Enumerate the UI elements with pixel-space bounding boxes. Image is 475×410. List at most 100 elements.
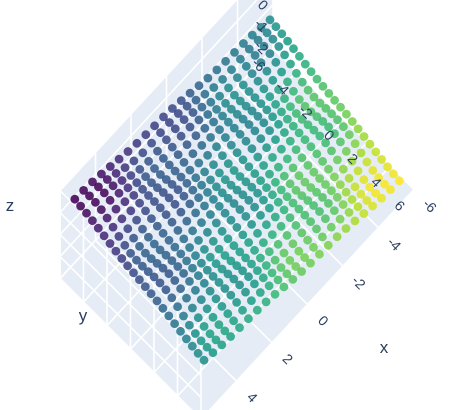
data-point bbox=[170, 124, 180, 134]
data-point bbox=[194, 193, 204, 203]
data-point bbox=[347, 156, 357, 166]
data-point bbox=[350, 216, 360, 226]
data-point bbox=[196, 295, 206, 305]
data-point bbox=[220, 326, 230, 336]
data-point bbox=[161, 250, 171, 260]
data-point bbox=[262, 28, 272, 38]
data-point bbox=[224, 83, 233, 93]
data-point bbox=[182, 178, 192, 188]
data-point bbox=[347, 195, 357, 204]
data-point bbox=[339, 122, 348, 132]
data-point bbox=[229, 241, 239, 251]
data-point bbox=[146, 289, 156, 299]
data-point bbox=[247, 182, 257, 192]
data-point bbox=[153, 183, 162, 193]
data-point bbox=[256, 22, 266, 32]
data-point bbox=[238, 266, 248, 276]
data-point bbox=[111, 246, 121, 256]
data-point bbox=[202, 304, 212, 314]
data-point bbox=[286, 102, 295, 111]
data-point bbox=[326, 222, 336, 232]
data-point bbox=[188, 263, 197, 273]
data-point bbox=[241, 212, 251, 221]
data-point bbox=[226, 290, 236, 300]
data-point bbox=[323, 240, 333, 250]
data-point bbox=[227, 65, 236, 75]
data-point bbox=[138, 148, 148, 158]
data-point bbox=[140, 282, 150, 291]
data-point bbox=[244, 272, 253, 282]
data-point bbox=[179, 234, 189, 244]
data-point bbox=[312, 74, 322, 84]
data-point bbox=[205, 286, 215, 296]
data-point bbox=[333, 115, 342, 125]
data-point bbox=[285, 213, 295, 223]
data-point bbox=[161, 175, 171, 184]
data-point bbox=[268, 112, 277, 122]
data-point bbox=[188, 303, 197, 313]
data-point bbox=[138, 184, 148, 194]
data-point bbox=[247, 259, 256, 269]
data-point bbox=[335, 214, 345, 224]
data-point bbox=[288, 198, 298, 208]
data-point bbox=[193, 348, 203, 358]
data-point bbox=[182, 293, 191, 303]
data-point bbox=[229, 199, 239, 208]
data-point bbox=[276, 263, 286, 272]
data-point bbox=[229, 166, 239, 175]
data-point bbox=[377, 155, 386, 164]
data-point bbox=[230, 48, 239, 57]
data-point bbox=[261, 261, 271, 270]
data-point bbox=[179, 311, 188, 321]
data-point bbox=[238, 80, 248, 90]
data-point bbox=[324, 199, 333, 208]
data-point bbox=[244, 120, 254, 129]
data-point bbox=[220, 284, 230, 293]
data-point bbox=[199, 322, 209, 331]
data-point bbox=[297, 267, 306, 276]
data-point bbox=[132, 215, 142, 225]
data-point bbox=[123, 224, 133, 234]
data-point bbox=[271, 177, 280, 187]
data-point bbox=[226, 180, 236, 190]
data-point bbox=[209, 195, 218, 204]
data-point bbox=[341, 187, 351, 197]
data-point bbox=[235, 280, 245, 290]
data-point bbox=[223, 159, 233, 169]
data-point bbox=[188, 108, 198, 117]
data-point bbox=[191, 95, 201, 105]
data-point bbox=[238, 305, 247, 315]
data-point bbox=[262, 143, 271, 153]
data-point bbox=[203, 73, 213, 83]
data-point bbox=[330, 95, 339, 105]
data-point bbox=[138, 224, 147, 234]
data-point bbox=[256, 134, 266, 144]
data-point bbox=[135, 275, 144, 285]
data-point bbox=[143, 267, 153, 276]
data-point bbox=[282, 269, 292, 279]
data-point bbox=[315, 174, 324, 183]
data-point bbox=[215, 91, 225, 101]
data-point bbox=[185, 88, 195, 98]
data-point bbox=[332, 192, 342, 202]
data-point bbox=[170, 166, 180, 176]
data-point bbox=[309, 125, 319, 135]
data-point bbox=[176, 96, 186, 105]
data-point bbox=[309, 201, 318, 210]
data-point bbox=[167, 256, 177, 265]
data-point bbox=[218, 75, 228, 84]
data-point bbox=[312, 149, 322, 159]
data-point bbox=[197, 258, 206, 268]
data-point bbox=[191, 208, 201, 218]
data-point bbox=[353, 202, 363, 212]
data-point bbox=[108, 222, 118, 232]
data-point bbox=[274, 119, 283, 129]
data-point bbox=[185, 243, 195, 252]
data-point bbox=[223, 309, 233, 319]
data-point bbox=[342, 109, 351, 119]
data-point bbox=[179, 191, 189, 201]
data-point bbox=[208, 348, 218, 358]
data-point bbox=[147, 214, 156, 224]
data-point bbox=[150, 121, 160, 131]
data-point bbox=[144, 191, 153, 200]
